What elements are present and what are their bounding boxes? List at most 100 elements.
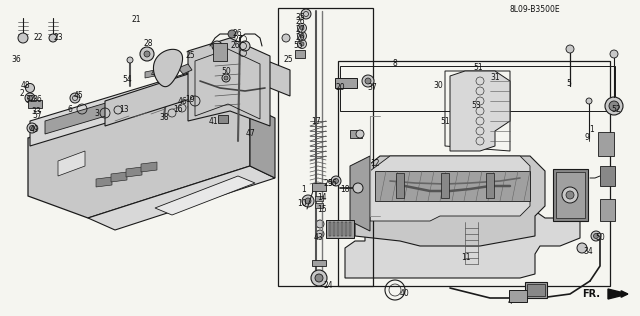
Text: 39: 39 xyxy=(603,149,613,157)
Polygon shape xyxy=(105,54,290,126)
Text: 56: 56 xyxy=(327,179,337,187)
Bar xyxy=(600,199,615,221)
Circle shape xyxy=(282,34,290,42)
Bar xyxy=(345,222,347,236)
Circle shape xyxy=(566,191,574,199)
Text: 51: 51 xyxy=(440,117,450,125)
Circle shape xyxy=(298,23,307,33)
Text: 19: 19 xyxy=(185,95,195,105)
Circle shape xyxy=(609,101,619,111)
Circle shape xyxy=(591,231,601,241)
Circle shape xyxy=(316,220,324,228)
Bar xyxy=(553,169,588,221)
Bar xyxy=(315,203,323,208)
Text: 28: 28 xyxy=(143,40,153,48)
Circle shape xyxy=(28,95,33,100)
Text: 23: 23 xyxy=(53,33,63,42)
Circle shape xyxy=(228,30,236,38)
Circle shape xyxy=(333,179,339,184)
Text: 25: 25 xyxy=(185,51,195,59)
Text: 14: 14 xyxy=(317,193,327,203)
Text: 21: 21 xyxy=(131,15,141,25)
Circle shape xyxy=(49,34,57,42)
Circle shape xyxy=(224,76,228,80)
Bar xyxy=(278,8,373,286)
Text: 41: 41 xyxy=(601,178,611,186)
Circle shape xyxy=(566,45,574,53)
Circle shape xyxy=(178,104,186,112)
Bar xyxy=(556,172,585,218)
Text: 50: 50 xyxy=(595,234,605,242)
Polygon shape xyxy=(345,161,580,278)
Text: 31: 31 xyxy=(490,74,500,82)
Text: 11: 11 xyxy=(461,253,471,263)
Bar xyxy=(341,222,343,236)
Circle shape xyxy=(315,274,323,282)
Circle shape xyxy=(140,47,154,61)
Circle shape xyxy=(25,93,35,103)
Bar xyxy=(326,220,354,238)
Text: 35: 35 xyxy=(295,14,305,22)
Polygon shape xyxy=(355,156,545,246)
Text: 40: 40 xyxy=(400,289,410,299)
Circle shape xyxy=(26,83,35,93)
Text: 42: 42 xyxy=(150,69,160,77)
Bar xyxy=(486,173,494,198)
Text: 44: 44 xyxy=(170,57,180,65)
Bar xyxy=(28,100,42,108)
Polygon shape xyxy=(28,86,250,218)
Bar xyxy=(295,50,305,58)
Circle shape xyxy=(365,78,371,84)
Bar xyxy=(598,132,614,156)
Text: 41: 41 xyxy=(208,117,218,125)
Text: 30: 30 xyxy=(433,82,443,90)
Bar xyxy=(335,78,357,88)
Polygon shape xyxy=(450,71,510,151)
Text: 12: 12 xyxy=(371,160,380,168)
Polygon shape xyxy=(155,176,255,215)
Text: 26: 26 xyxy=(232,28,242,38)
Circle shape xyxy=(605,97,623,115)
Circle shape xyxy=(586,98,592,104)
Text: 45: 45 xyxy=(73,90,83,100)
Text: FR.: FR. xyxy=(582,289,600,299)
Circle shape xyxy=(593,234,598,239)
Bar xyxy=(600,166,615,186)
Text: 15: 15 xyxy=(317,204,327,214)
Circle shape xyxy=(610,50,618,58)
Polygon shape xyxy=(141,162,157,172)
Bar xyxy=(349,222,351,236)
Text: 37: 37 xyxy=(367,83,377,93)
Text: 57: 57 xyxy=(32,112,42,120)
Text: 1: 1 xyxy=(589,125,595,135)
Circle shape xyxy=(300,34,304,38)
Text: 36: 36 xyxy=(32,94,42,104)
Text: 7: 7 xyxy=(607,211,612,221)
Text: 51: 51 xyxy=(473,64,483,72)
Bar xyxy=(329,222,331,236)
Bar xyxy=(441,173,449,198)
Bar xyxy=(350,130,362,138)
Circle shape xyxy=(168,109,176,117)
Polygon shape xyxy=(126,167,142,177)
Bar xyxy=(337,222,339,236)
Text: 34: 34 xyxy=(583,246,593,256)
Text: 36: 36 xyxy=(11,54,21,64)
Text: 6: 6 xyxy=(68,105,72,113)
Polygon shape xyxy=(30,71,260,146)
Text: 16: 16 xyxy=(173,105,183,113)
Circle shape xyxy=(356,130,364,138)
Bar xyxy=(312,260,326,266)
Text: 3: 3 xyxy=(95,108,99,118)
Text: 29: 29 xyxy=(323,179,333,189)
Text: 17: 17 xyxy=(311,117,321,125)
Polygon shape xyxy=(350,156,370,231)
Circle shape xyxy=(127,57,133,63)
Text: 50: 50 xyxy=(221,68,231,76)
Circle shape xyxy=(353,183,363,193)
Text: 27: 27 xyxy=(233,34,243,44)
Text: 22: 22 xyxy=(33,33,43,42)
Text: 55: 55 xyxy=(293,41,303,51)
Text: 43: 43 xyxy=(313,234,323,242)
Text: 20: 20 xyxy=(335,83,345,93)
